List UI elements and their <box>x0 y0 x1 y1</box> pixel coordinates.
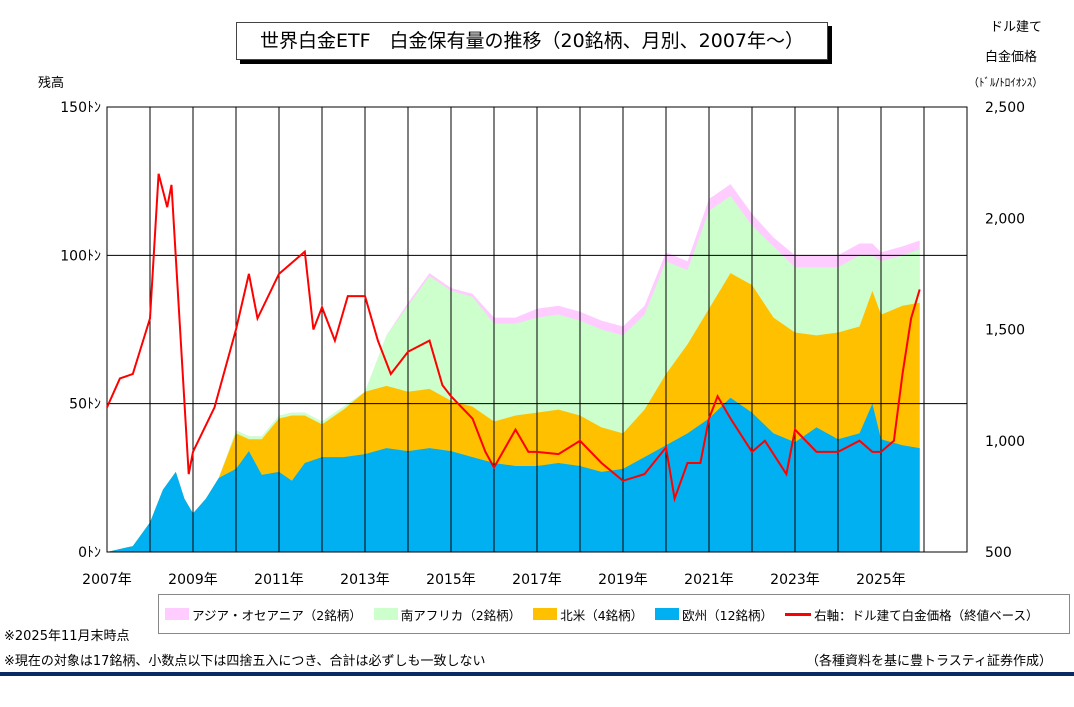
legend-label: 南アフリカ（2銘柄） <box>400 607 522 623</box>
x-tick-label: 2017年 <box>512 572 562 588</box>
legend-swatch <box>165 608 189 620</box>
legend-swatch <box>785 612 812 616</box>
x-tick-label: 2023年 <box>770 572 820 588</box>
source-note: （各種資料を基に豊トラスティ証券作成） <box>806 654 1052 669</box>
legend-europe: 欧州（12銘柄） <box>655 605 773 624</box>
x-tick-label: 2015年 <box>426 572 476 588</box>
disclaimer-note: ※現在の対象は17銘柄、小数点以下は四捨五入につき、合計は必ずしも一致しない <box>4 654 486 669</box>
plot-frame <box>106 106 968 553</box>
y2-tick-label: 1,000 <box>985 434 1025 450</box>
asof-note: ※2025年11月末時点 <box>4 629 130 644</box>
y2-tick-label: 2,000 <box>985 211 1025 227</box>
legend-label: 右軸：ドル建て白金価格（終値ベース） <box>814 607 1039 623</box>
left-axis-label: 残高 <box>38 76 65 91</box>
x-tick-label: 2019年 <box>598 572 648 588</box>
right-axis-label-3: （ﾄﾞﾙ/ﾄﾛｲｵﾝｽ） <box>968 76 1044 89</box>
y2-tick-label: 2,500 <box>985 100 1025 116</box>
y-tick-label: 0ﾄﾝ <box>78 545 101 561</box>
y-tick-label: 150ﾄﾝ <box>60 100 101 116</box>
x-tick-label: 2021年 <box>684 572 734 588</box>
x-tick-label: 2009年 <box>168 572 218 588</box>
legend-label: 北米（4銘柄） <box>560 607 644 623</box>
legend-south-africa: 南アフリカ（2銘柄） <box>373 605 522 624</box>
footer-rule <box>0 672 1074 676</box>
x-tick-label: 2013年 <box>340 572 390 588</box>
legend-asia: アジア・オセアニア（2銘柄） <box>165 605 362 624</box>
legend-label: 欧州（12銘柄） <box>682 607 774 623</box>
legend-swatch <box>373 608 398 620</box>
y2-tick-label: 500 <box>985 545 1012 561</box>
y-tick-label: 100ﾄﾝ <box>60 248 101 264</box>
chart-title: 世界白金ETF 白金保有量の推移（20銘柄、月別、2007年～） <box>236 22 828 60</box>
plot-area: 0ﾄﾝ 50ﾄﾝ 100ﾄﾝ 150ﾄﾝ 500 1,000 1,500 2,000 2,500… <box>60 100 1025 588</box>
legend-swatch <box>533 608 558 620</box>
right-axis-label-1: ドル建て <box>990 20 1043 35</box>
price-line <box>106 173 921 503</box>
x-tick-label: 2025年 <box>856 572 906 588</box>
x-tick-label: 2011年 <box>254 572 304 588</box>
area-00b0f0 <box>107 397 920 552</box>
right-axis-label-2: 白金価格 <box>985 50 1038 65</box>
legend-price: 右軸：ドル建て白金価格（終値ベース） <box>785 605 1038 624</box>
legend-label: アジア・オセアニア（2銘柄） <box>192 607 362 623</box>
legend-north-america: 北米（4銘柄） <box>533 605 643 624</box>
legend: アジア・オセアニア（2銘柄） 南アフリカ（2銘柄） 北米（4銘柄） 欧州（12銘… <box>158 594 1070 634</box>
y2-tick-label: 1,500 <box>985 323 1025 339</box>
x-tick-label: 2007年 <box>82 572 132 588</box>
y-tick-label: 50ﾄﾝ <box>69 397 101 413</box>
legend-swatch <box>655 608 680 620</box>
